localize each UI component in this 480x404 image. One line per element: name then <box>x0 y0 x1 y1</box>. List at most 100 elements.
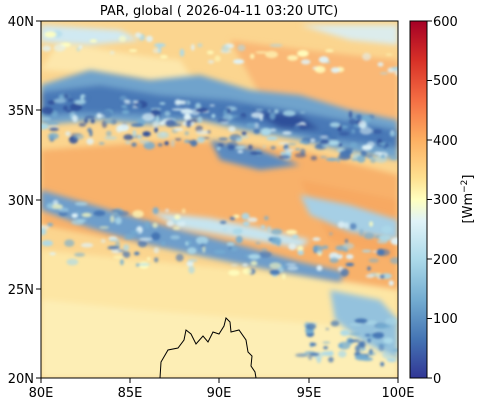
cloud-speck <box>293 124 301 132</box>
cloud-speck <box>267 226 271 233</box>
cloud-speck <box>104 136 117 140</box>
cloud-speck <box>330 134 338 141</box>
cloud-speck <box>190 139 198 147</box>
cloud-speck <box>372 331 384 339</box>
cloud-speck <box>195 236 209 245</box>
cloud-speck <box>136 118 146 124</box>
cloud-speck <box>73 133 84 140</box>
cloud-speck <box>197 116 203 124</box>
cloud-speck <box>266 136 278 141</box>
colorbar-tick-label: 300 <box>433 193 458 208</box>
cloud-speck <box>152 207 159 215</box>
cloud-speck <box>102 109 112 118</box>
cloud-speck <box>69 103 82 111</box>
cloud-speck <box>242 268 252 275</box>
cloud-speck <box>360 150 367 157</box>
cloud-speck <box>378 344 385 351</box>
cloud-speck <box>380 154 386 159</box>
cloud-speck <box>226 242 235 247</box>
cloud-speck <box>330 320 340 327</box>
cloud-speck <box>206 50 214 55</box>
cloud-speck <box>305 323 317 330</box>
cloud-speck <box>66 258 79 266</box>
cloud-speck <box>386 357 397 363</box>
cloud-speck <box>351 158 358 162</box>
cloud-speck <box>170 235 181 240</box>
cloud-speck <box>269 112 276 120</box>
cloud-speck <box>195 102 202 110</box>
cloud-speck <box>139 237 153 241</box>
cloud-speck <box>160 55 168 59</box>
cloud-speck <box>361 115 372 123</box>
cloud-speck <box>86 138 94 145</box>
cloud-speck <box>242 221 250 227</box>
cloud-speck <box>218 137 229 141</box>
cloud-speck <box>348 118 357 125</box>
colorbar: 600 500 400 300 200 100 0 [Wm−2] <box>409 15 476 387</box>
cloud-speck <box>340 268 349 277</box>
colorbar-gradient <box>409 20 428 379</box>
cloud-speck <box>183 114 192 121</box>
cloud-speck <box>278 154 291 160</box>
cloud-speck <box>164 110 171 117</box>
cloud-speck <box>41 107 54 115</box>
cloud-speck <box>282 273 286 280</box>
x-tick-label: 95E <box>297 386 322 401</box>
cloud-speck <box>157 143 163 147</box>
cloud-speck <box>349 223 357 230</box>
cloud-speck <box>242 106 251 109</box>
cloud-speck <box>325 327 329 331</box>
cloud-speck <box>144 221 150 230</box>
cloud-speck <box>345 262 355 267</box>
cloud-speck <box>270 145 276 150</box>
cloud-speck <box>322 341 331 344</box>
colorbar-tick-label: 100 <box>433 312 458 327</box>
cloud-speck <box>47 222 54 227</box>
cloud-speck <box>390 237 398 245</box>
cloud-speck <box>344 238 349 244</box>
cloud-speck <box>115 217 122 225</box>
cloud-speck <box>187 247 197 255</box>
cloud-speck <box>123 237 133 240</box>
cloud-speck <box>310 352 320 357</box>
cloud-speck <box>132 210 144 218</box>
cloud-speck <box>348 110 353 119</box>
cloud-speck <box>187 258 198 262</box>
cloud-speck <box>381 225 393 234</box>
cloud-speck <box>320 139 330 145</box>
cloud-speck <box>359 127 373 135</box>
cloud-speck <box>287 55 299 61</box>
cloud-speck <box>229 216 236 221</box>
cloud-speck <box>348 332 361 336</box>
cloud-speck <box>175 100 186 105</box>
coastline <box>159 317 257 379</box>
cloud-speck <box>365 274 374 279</box>
cloud-speck <box>355 345 360 353</box>
cloud-speck <box>47 100 56 105</box>
cloud-speck <box>58 207 69 213</box>
cloud-speck <box>123 134 134 141</box>
cloud-speck <box>297 245 304 252</box>
cloud-speck <box>325 157 339 162</box>
cloud-speck <box>64 239 75 247</box>
cloud-speck <box>359 228 364 237</box>
cloud-speck <box>227 144 235 150</box>
cloud-speck <box>270 228 283 235</box>
cloud-speck <box>237 44 246 52</box>
cloud-speck <box>302 141 309 144</box>
cloud-speck <box>41 240 53 247</box>
cloud-speck <box>394 69 398 76</box>
cloud-speck <box>366 351 376 356</box>
cloud-speck <box>250 53 255 59</box>
cloud-speck <box>354 354 368 361</box>
cloud-speck <box>118 35 127 42</box>
cloud-speck <box>153 247 160 254</box>
cloud-speck <box>367 338 371 343</box>
cloud-speck <box>358 120 367 129</box>
cloud-speck <box>258 251 272 258</box>
cloud-speck <box>261 225 265 230</box>
cloud-speck <box>380 362 385 367</box>
cloud-speck <box>287 266 299 271</box>
cloud-speck <box>230 247 238 252</box>
cloud-speck <box>181 208 186 214</box>
